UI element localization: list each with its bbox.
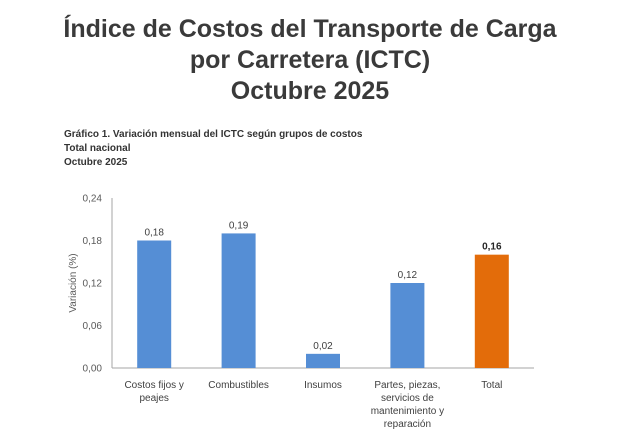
category-labels: Costos fijos y peajes Combustibles Insumos P… [124,380,502,430]
bar [137,240,172,368]
data-label: 0,12 [398,270,418,281]
data-label: 0,18 [144,228,164,239]
data-label: 0,19 [229,220,249,231]
bar [221,233,256,368]
category-label: servicios de [381,393,434,404]
bar [474,254,509,368]
y-tick-label: 0,18 [83,236,103,247]
category-label: Combustibles [208,380,269,391]
data-labels: 0,18 0,19 0,02 0,12 0,16 [144,220,502,351]
report-title-line-2: por Carretera (ICTC) [189,46,431,74]
y-tick-label: 0,12 [83,279,103,290]
y-tick-label: 0,00 [83,364,103,375]
category-label: peajes [139,393,168,404]
bars [137,233,509,368]
category-label: Insumos [304,380,342,391]
category-label: reparación [384,419,431,430]
y-axis-label: Variación (%) [68,253,79,312]
data-label: 0,16 [482,242,502,253]
chart-caption-period: Octubre 2025 [64,157,128,168]
category-label: Partes, piezas, [374,380,440,391]
report-title-line-1: Índice de Costos del Transporte de Carga [63,15,557,43]
chart-caption-title: Gráfico 1. Variación mensual del ICTC se… [64,129,363,140]
category-label: mantenimiento y [371,406,444,417]
y-tick-label: 0,06 [83,321,103,332]
category-label: Costos fijos y [124,380,183,391]
bar [306,353,340,368]
category-label: Total [481,380,502,391]
data-label: 0,02 [313,341,333,352]
chart-caption: Gráfico 1. Variación mensual del ICTC se… [64,128,362,170]
y-tick-labels: 0,00 0,06 0,12 0,18 0,24 [83,194,103,375]
bar [390,283,425,368]
chart-caption-scope: Total nacional [64,143,131,154]
y-tick-label: 0,24 [83,194,103,205]
report-title: Índice de Costos del Transporte de Carga… [0,14,620,107]
report-title-line-3: Octubre 2025 [230,77,390,105]
